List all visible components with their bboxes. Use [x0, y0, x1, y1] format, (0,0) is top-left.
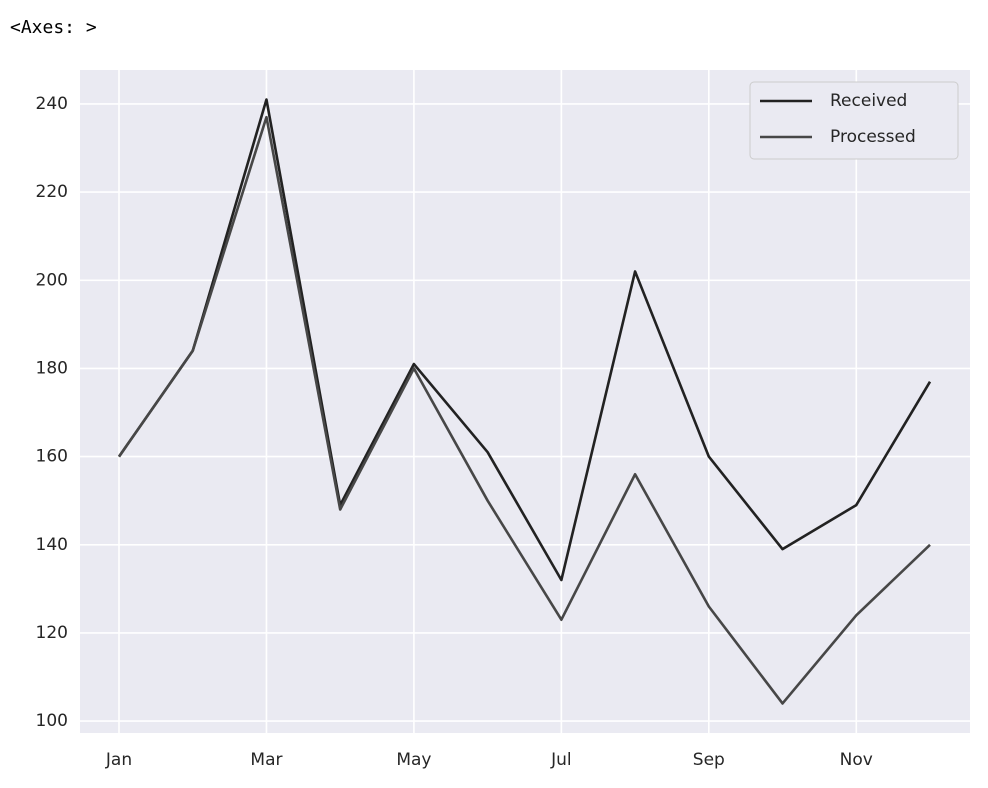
plot-area [80, 70, 970, 733]
series-line [117, 98, 932, 582]
y-tick-label: 140 [36, 535, 68, 555]
grid [80, 70, 970, 733]
x-tick-label: Mar [250, 750, 282, 770]
legend: Received Processed [749, 81, 959, 160]
y-tick-label: 200 [36, 270, 68, 290]
series-line [117, 115, 931, 705]
x-tick-label: Jul [550, 750, 572, 770]
y-tick-label: 120 [36, 623, 68, 643]
x-tick-label: May [396, 750, 431, 770]
legend-label: Received [830, 91, 907, 111]
y-tick-label: 220 [36, 182, 68, 202]
y-tick-label: 180 [36, 358, 68, 378]
x-tick-label: Jan [105, 750, 132, 770]
y-tick-label: 100 [36, 711, 68, 731]
x-tick-label: Nov [840, 750, 873, 770]
legend-label: Processed [830, 127, 916, 147]
y-tick-label: 160 [36, 447, 68, 467]
y-tick-label: 240 [36, 94, 68, 114]
x-tick-label: Sep [693, 750, 725, 770]
lines [117, 98, 932, 705]
output-label: <Axes: > [10, 17, 97, 38]
